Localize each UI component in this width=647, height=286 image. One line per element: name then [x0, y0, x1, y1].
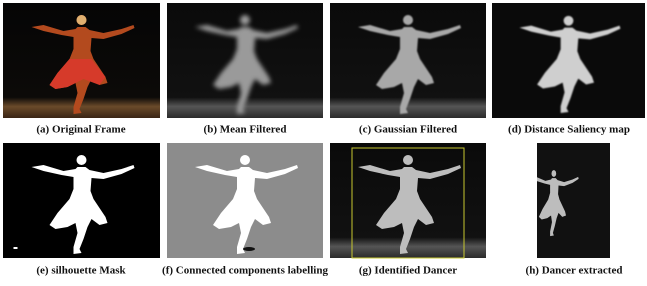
caption: (b) Mean Filtered: [204, 124, 287, 136]
caption: (f) Connected components labelling: [162, 265, 328, 277]
caption: (g) Identified Dancer: [359, 265, 457, 277]
caption: (c) Gaussian Filtered: [359, 124, 457, 136]
caption: (e) silhouette Mask: [36, 265, 126, 277]
page: {"figure": {"panels": [ {"caption": "(a)…: [0, 0, 647, 286]
caption: (h) Dancer extracted: [526, 265, 623, 277]
figure: (a) Original Frame (b) Mean Filtered (c)…: [0, 0, 647, 286]
caption: (a) Original Frame: [36, 124, 125, 136]
caption: (d) Distance Saliency map: [508, 124, 630, 136]
